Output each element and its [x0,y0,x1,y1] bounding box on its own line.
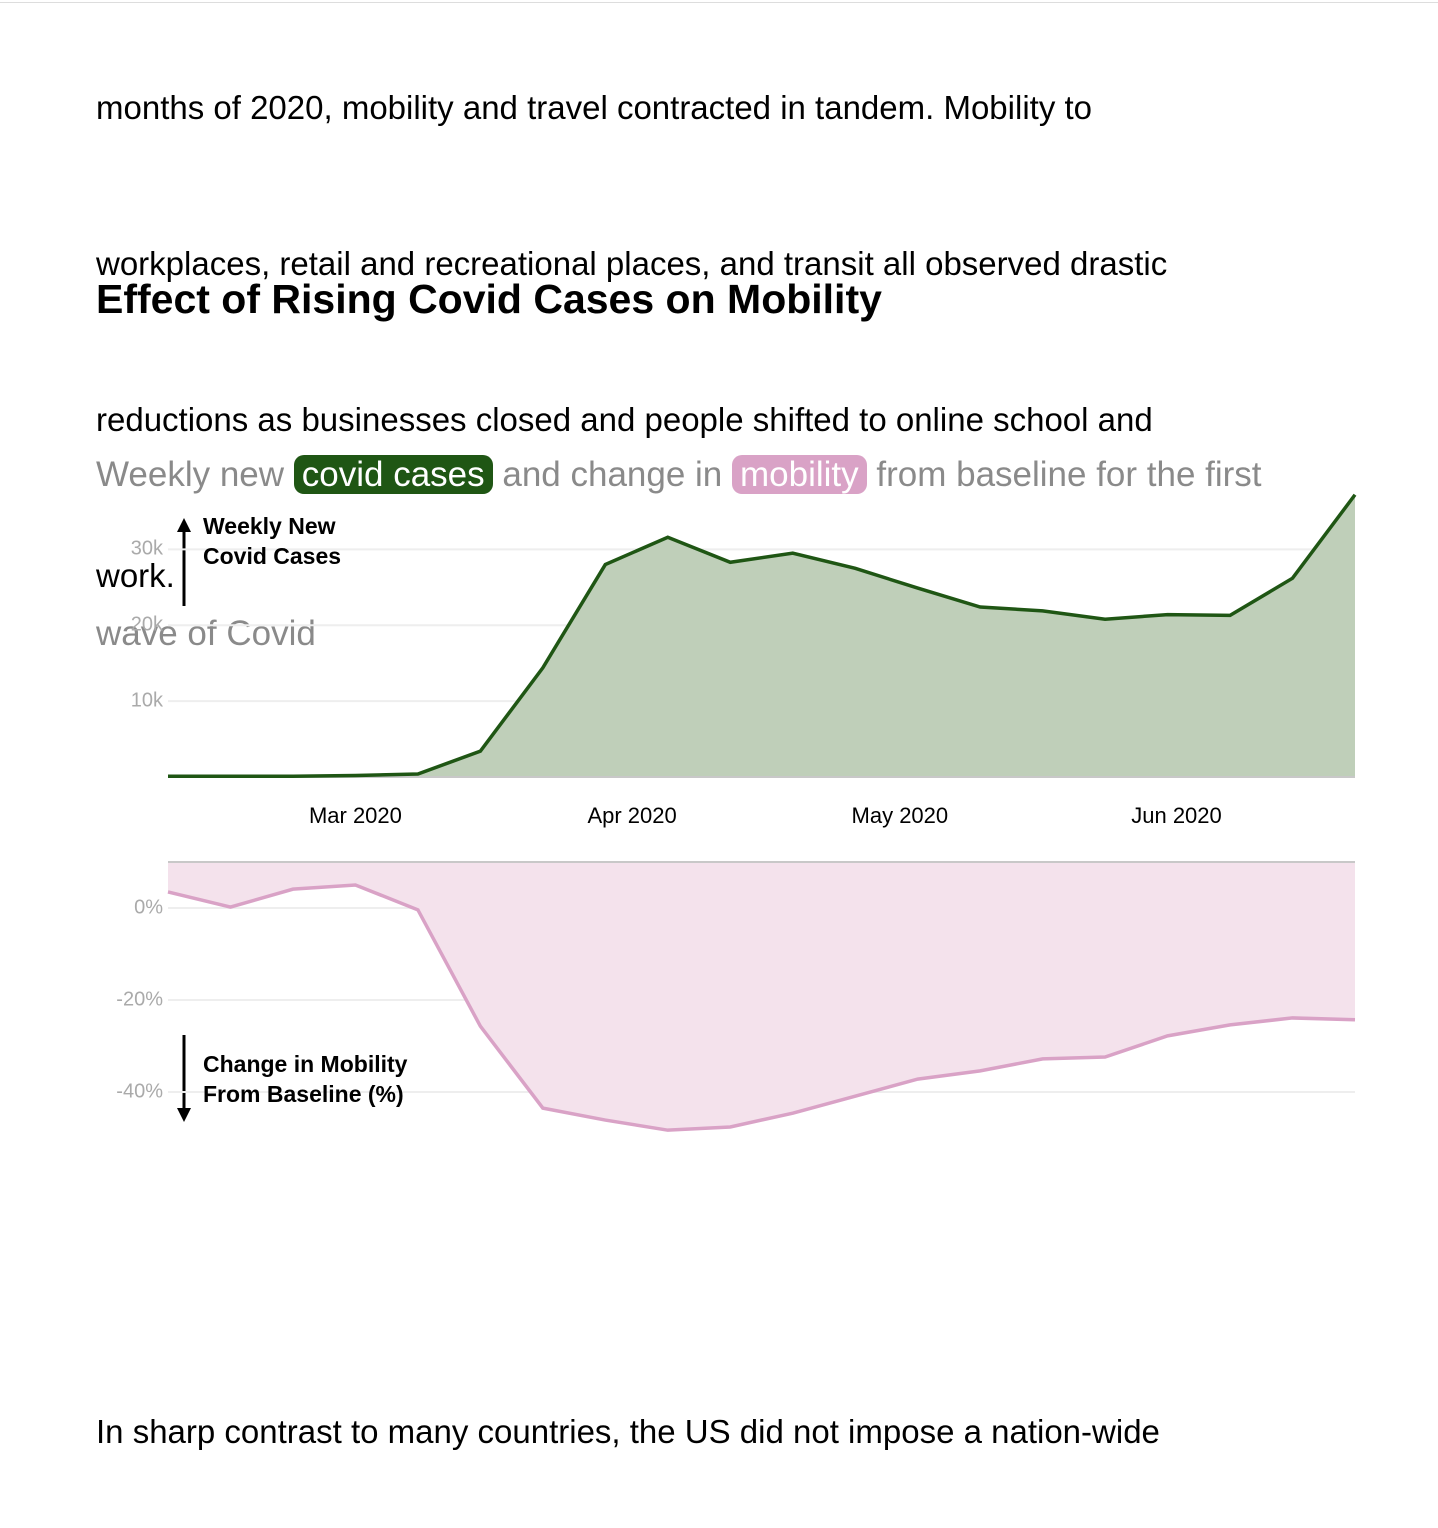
arrow-head [177,518,191,532]
legend-mobility: mobility [732,455,867,494]
x-tick-label: Apr 2020 [587,803,676,828]
y-tick-label: 30k [131,538,164,560]
x-tick-label: May 2020 [852,803,949,828]
y-axis-label: From Baseline (%) [203,1081,404,1107]
line [168,493,1357,778]
area [168,862,1355,1131]
paragraph: In sharp contrast to many countries, the… [96,1302,1189,1528]
text: and change in [492,455,733,494]
line [167,883,1356,1132]
x-tick-label: Mar 2020 [309,803,402,828]
paragraph: months of 2020, mobility and travel cont… [96,0,1167,654]
line: months of 2020, mobility and travel cont… [96,89,1093,126]
text: from baseline for the first [866,455,1262,494]
figure-subtitle: Weekly new covid cases and change in mob… [96,342,1262,713]
y-tick-label: 10k [131,689,164,711]
y-tick-label: -40% [116,1080,163,1102]
y-axis-label: Change in Mobility [203,1051,408,1077]
y-axis-label: Covid Cases [203,543,341,569]
text: Weekly new [96,455,294,494]
line: reductions as businesses closed and peop… [96,401,1153,438]
area [168,494,1355,777]
y-tick-label: 20k [131,614,164,636]
line: In sharp contrast to many countries, the… [96,1413,1160,1450]
x-tick-label: Jun 2020 [1131,803,1222,828]
line: workplaces, retail and recreational plac… [96,245,1168,282]
legend-cases: covid cases [293,455,493,494]
line: wave of Covid [96,614,316,653]
top-border [0,2,1438,3]
line: work. [96,557,175,594]
y-tick-label: -20% [116,988,163,1010]
figure-title: Effect of Rising Covid Cases on Mobility [96,276,882,322]
arrow-head [177,1108,191,1122]
line: Weekly new covid cases and change in mob… [96,448,1262,501]
y-axis-label: Weekly New [203,513,336,539]
y-tick-label: 0% [134,896,163,918]
